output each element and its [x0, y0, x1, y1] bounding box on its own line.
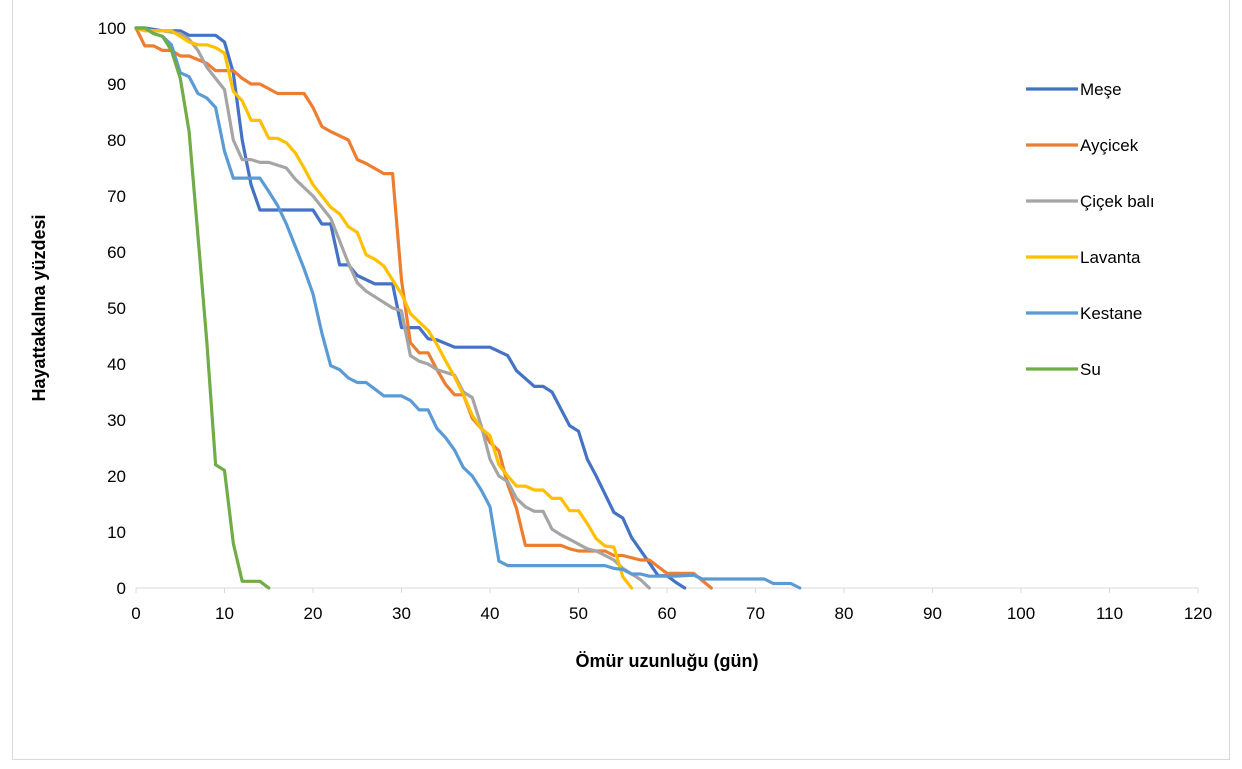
x-tick-label: 100 [1007, 604, 1035, 623]
y-tick-label: 10 [107, 523, 126, 542]
y-tick-label: 80 [107, 131, 126, 150]
x-tick-label: 60 [658, 604, 677, 623]
legend-label: Lavanta [1080, 248, 1141, 267]
series-line-0 [134, 26, 687, 590]
y-tick-label: 60 [107, 243, 126, 262]
legend-label: Ayçicek [1080, 136, 1139, 155]
y-tick-label: 50 [107, 299, 126, 318]
y-tick-label: 0 [117, 579, 126, 598]
legend-item: Çiçek balı [1026, 192, 1155, 211]
chart-frame [12, 0, 1230, 760]
x-tick-label: 30 [392, 604, 411, 623]
x-tick-label: 70 [746, 604, 765, 623]
x-tick-label: 40 [481, 604, 500, 623]
series-line-1 [134, 26, 713, 590]
x-axis-ticks: 0 10 20 30 40 50 60 70 80 90 100 110 120 [131, 588, 1212, 623]
series-lines [134, 26, 802, 590]
legend-item: Su [1026, 360, 1101, 379]
legend-label: Meşe [1080, 80, 1122, 99]
series-line-2 [134, 26, 651, 590]
y-axis-title: Hayattakalma yüzdesi [29, 214, 49, 401]
x-tick-label: 110 [1096, 604, 1123, 623]
legend-label: Su [1080, 360, 1101, 379]
series-line-4 [134, 26, 802, 590]
legend: Meşe Ayçicek Çiçek balı Lavanta Kestane Su [1026, 80, 1155, 379]
series-line-5 [134, 26, 271, 590]
y-tick-label: 100 [98, 19, 126, 38]
x-tick-label: 120 [1184, 604, 1212, 623]
legend-item: Meşe [1026, 80, 1122, 99]
legend-label: Çiçek balı [1080, 192, 1155, 211]
legend-item: Lavanta [1026, 248, 1141, 267]
x-tick-label: 0 [131, 604, 140, 623]
x-tick-label: 90 [923, 604, 942, 623]
series-line-3 [134, 26, 634, 590]
x-tick-label: 50 [569, 604, 588, 623]
x-axis-title: Ömür uzunluğu (gün) [576, 651, 759, 671]
legend-label: Kestane [1080, 304, 1142, 323]
x-tick-label: 10 [215, 604, 234, 623]
y-tick-label: 40 [107, 355, 126, 374]
legend-item: Ayçicek [1026, 136, 1139, 155]
y-tick-label: 30 [107, 411, 126, 430]
y-tick-label: 70 [107, 187, 126, 206]
y-tick-label: 90 [107, 75, 126, 94]
x-tick-label: 20 [304, 604, 323, 623]
y-axis-ticks: 0 10 20 30 40 50 60 70 80 90 100 [98, 19, 126, 598]
x-tick-label: 80 [835, 604, 854, 623]
legend-item: Kestane [1026, 304, 1142, 323]
y-tick-label: 20 [107, 467, 126, 486]
